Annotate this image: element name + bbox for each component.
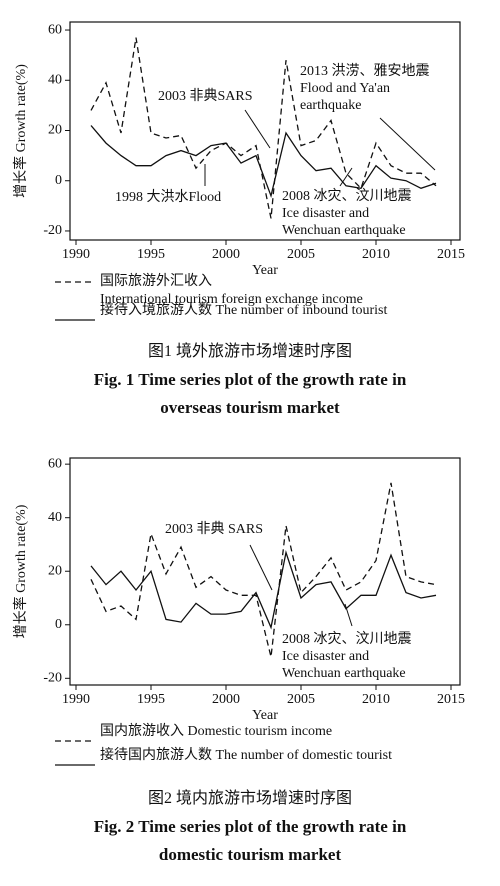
x-tick-label: 2005 (287, 692, 315, 707)
caption-line: Fig. 1 Time series plot of the growth ra… (93, 370, 407, 389)
annotation: 2003 非典 SARS (165, 521, 263, 537)
plot-frame (69, 457, 461, 686)
x-axis-label: Year (252, 263, 278, 278)
annotation: 2008 冰灾、汶川地震 (282, 630, 412, 647)
annotation: 2008 冰灾、汶川地震 (282, 187, 412, 204)
series-line (90, 549, 437, 630)
y-tick-label: 0 (55, 173, 62, 188)
x-tick-label: 2000 (212, 692, 240, 707)
x-tick-label: 2005 (287, 247, 315, 262)
x-tick-label: 2000 (212, 247, 240, 262)
y-axis-label: 增长率 Growth rate(%) (12, 504, 29, 638)
x-tick-label: 2010 (362, 247, 390, 262)
x-tick-label: 2015 (437, 247, 465, 262)
x-tick-label: 2015 (437, 692, 465, 707)
y-tick-label: 20 (48, 123, 62, 138)
x-tick-label: 2010 (362, 692, 390, 707)
annotation: Ice disaster and (282, 649, 369, 664)
caption-line: 图1 境外旅游市场增速时序图 (147, 343, 352, 360)
x-tick-label: 1995 (137, 692, 165, 707)
annotation: 2013 洪涝、雅安地震 (300, 63, 430, 79)
annotation: 1998 大洪水Flood (115, 189, 221, 205)
x-axis-label: Year (252, 708, 278, 723)
annotation: Flood and Ya'an (300, 81, 390, 96)
y-tick-label: 0 (55, 617, 62, 632)
annotation: 2003 非典SARS (158, 88, 253, 104)
legend-label: 接待国内旅游人数 The number of domestic tourist (100, 748, 393, 763)
series-line (90, 37, 437, 219)
series-line (90, 125, 437, 199)
x-tick-label: 1990 (62, 692, 90, 707)
caption-line: Fig. 2 Time series plot of the growth ra… (93, 817, 407, 836)
annotation: Ice disaster and (282, 206, 369, 221)
y-tick-label: 40 (48, 72, 62, 87)
annotation: earthquake (300, 98, 361, 113)
y-axis-label: 增长率 Growth rate(%) (12, 64, 29, 198)
x-tick-label: 1990 (62, 247, 90, 262)
y-tick-label: -20 (43, 223, 62, 238)
legend-label: 国内旅游收入 Domestic tourism income (100, 724, 333, 739)
annotation-pointer (244, 109, 271, 149)
y-tick-label: 60 (48, 456, 62, 471)
annotation: Wenchuan earthquake (282, 223, 406, 238)
legend-label: 国际旅游外汇收入 International tourism foreign e… (100, 274, 363, 307)
caption-line: overseas tourism market (160, 398, 340, 417)
annotation-pointer (339, 167, 353, 187)
caption: 图2 境内旅游市场增速时序图 Fig. 2 Time series plot of… (0, 785, 500, 869)
legend-label: 接待入境旅游人数 The number of inbound tourist (100, 303, 388, 318)
caption: 图1 境外旅游市场增速时序图 Fig. 1 Time series plot of… (0, 338, 500, 422)
annotation-pointer (379, 117, 436, 171)
x-tick-label: 1995 (137, 247, 165, 262)
caption-line: 图2 境内旅游市场增速时序图 (147, 790, 352, 807)
annotation: Wenchuan earthquake (282, 666, 406, 681)
y-tick-label: 60 (48, 22, 62, 37)
y-tick-label: 20 (48, 563, 62, 578)
annotation-pointer (344, 603, 353, 627)
y-tick-label: -20 (43, 671, 62, 686)
plot-frame (69, 21, 461, 241)
caption-line: domestic tourism market (158, 845, 342, 864)
annotation-pointer (249, 544, 273, 591)
y-tick-label: 40 (48, 510, 62, 525)
series-line (90, 482, 437, 658)
